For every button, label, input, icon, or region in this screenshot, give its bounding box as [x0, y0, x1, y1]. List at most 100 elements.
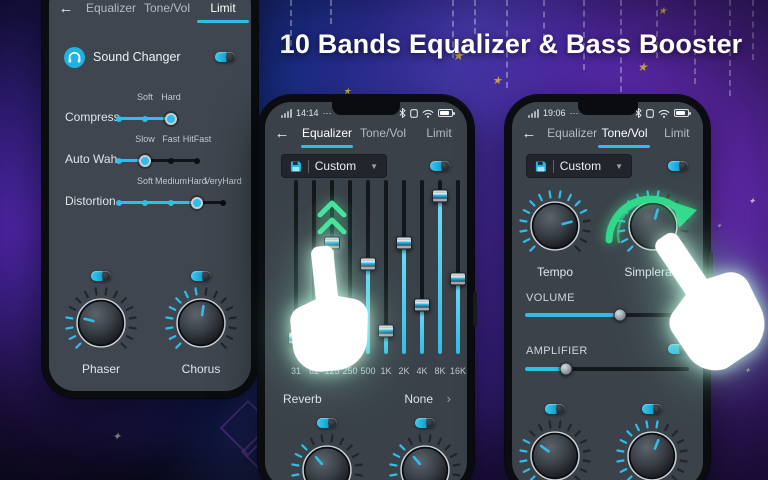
eq-slider-track[interactable] — [456, 180, 460, 354]
chevron-down-icon: ▼ — [615, 161, 623, 171]
effect-slider-handle[interactable] — [139, 154, 151, 167]
knob-dial[interactable] — [615, 188, 691, 264]
eq-slider-handle[interactable] — [432, 189, 448, 203]
eq-slider-handle[interactable] — [324, 236, 340, 250]
sparkle-star: ✦ — [716, 223, 722, 230]
signal-icon — [528, 108, 539, 118]
sound-changer-toggle[interactable] — [215, 52, 235, 62]
effect-slider-handle[interactable] — [165, 112, 177, 125]
effect-slider[interactable] — [116, 154, 200, 167]
back-icon[interactable]: ← — [274, 125, 290, 142]
knob-toggle[interactable] — [317, 418, 337, 428]
eq-slider-handle[interactable] — [342, 298, 358, 312]
signal-icon — [281, 108, 292, 118]
amplifier-toggle[interactable] — [668, 344, 688, 354]
eq-slider-handle[interactable] — [414, 298, 430, 312]
sound-changer-label: Sound Changer — [93, 50, 181, 64]
tab-equalizer[interactable]: Equalizer — [547, 126, 598, 140]
knob-dial[interactable] — [163, 285, 239, 361]
eq-slider-track[interactable] — [294, 180, 298, 354]
knob-toggle[interactable] — [415, 418, 435, 428]
volume-slider[interactable] — [525, 308, 689, 322]
tab-limit[interactable]: Limit — [195, 1, 251, 23]
tab-tone-vol[interactable]: Tone/Vol — [359, 126, 407, 140]
preset-name: Custom — [314, 159, 357, 173]
middle-clock: 14:14 — [296, 108, 319, 118]
slider-handle[interactable] — [613, 308, 627, 322]
chevron-down-icon: ▼ — [370, 161, 378, 171]
eq-slider-handle[interactable] — [396, 236, 412, 250]
back-icon[interactable]: ← — [58, 0, 74, 17]
effect-slider-fill — [119, 201, 197, 204]
effect-slider-handle[interactable] — [191, 196, 203, 209]
eq-band-label: 2K — [398, 366, 410, 376]
slider-stop — [116, 199, 122, 206]
eq-slider-track[interactable] — [384, 180, 388, 354]
tab-limit[interactable]: Limit — [426, 126, 452, 140]
tab-equalizer[interactable]: Equalizer — [85, 1, 137, 15]
back-icon[interactable]: ← — [521, 125, 537, 142]
eq-slider-handle[interactable] — [288, 331, 304, 345]
slider-stop — [142, 199, 148, 206]
side-button — [709, 252, 713, 292]
eq-band-label: 125 — [324, 366, 340, 376]
divider — [552, 159, 554, 173]
knob-dial[interactable] — [289, 432, 365, 480]
knob-chorus: Chorus — [159, 285, 243, 376]
tab-limit[interactable]: Limit — [664, 126, 690, 140]
eq-slider-handle[interactable] — [450, 272, 466, 286]
eq-slider-handle[interactable] — [378, 324, 394, 338]
nfc-icon — [410, 108, 418, 118]
slider-stop — [220, 199, 226, 206]
reverb-row[interactable]: Reverb None › — [265, 390, 467, 410]
knob-dial[interactable] — [63, 285, 139, 361]
light-string — [330, 0, 332, 24]
slider-stop — [168, 199, 174, 206]
eq-band-4K: 4K — [413, 180, 431, 376]
eq-slider-handle[interactable] — [306, 323, 322, 337]
slider-handle[interactable] — [559, 362, 573, 376]
knob-dial[interactable] — [517, 418, 593, 480]
slider-fill — [525, 367, 566, 371]
tab-equalizer[interactable]: Equalizer — [299, 126, 355, 148]
left-tab-bar: ← Equalizer Tone/Vol Limit — [49, 1, 251, 23]
knob-tempo: Tempo — [513, 188, 597, 279]
eq-slider-handle[interactable] — [360, 257, 376, 271]
eq-band-1K: 1K — [377, 180, 395, 376]
knob-label: Chorus — [181, 362, 221, 376]
amplifier-label: AMPLIFIER — [526, 345, 588, 357]
option-label: Hard — [187, 176, 207, 186]
amplifier-slider[interactable] — [525, 362, 689, 376]
effect-slider[interactable] — [116, 112, 177, 125]
slider-stop — [116, 115, 122, 122]
knob-toggle[interactable] — [642, 404, 662, 414]
sound-changer-row: Sound Changer — [49, 45, 251, 71]
option-label: Medium — [154, 176, 188, 186]
effect-label: Auto Wah — [65, 152, 118, 166]
preset-dropdown[interactable]: Custom ▼ — [281, 154, 387, 178]
right-tab-bar: ← Equalizer Tone/Vol Limit — [512, 126, 703, 148]
eq-slider-fill — [420, 305, 424, 354]
gold-star: ★ — [658, 6, 667, 17]
preset-dropdown[interactable]: Custom ▼ — [526, 154, 632, 178]
tab-tone-vol[interactable]: Tone/Vol — [598, 126, 650, 148]
eq-slider-fill — [402, 242, 406, 354]
knob-dial[interactable] — [517, 188, 593, 264]
knob-unnamed — [285, 432, 369, 480]
sparkle-star: ✦ — [744, 366, 751, 375]
eq-band-label: 1K — [380, 366, 392, 376]
knob-dial[interactable] — [387, 432, 463, 480]
knob-toggle[interactable] — [191, 271, 211, 281]
knob-toggle[interactable] — [545, 404, 565, 414]
tab-tone-vol[interactable]: Tone/Vol — [143, 1, 191, 15]
effect-slider[interactable] — [116, 196, 226, 209]
bluetooth-icon — [399, 108, 406, 118]
knob-toggle[interactable] — [91, 271, 111, 281]
equalizer-toggle[interactable] — [430, 161, 450, 171]
eq-slider-track[interactable] — [420, 180, 424, 354]
knob-dial[interactable] — [614, 418, 690, 480]
chevron-right-icon: › — [446, 391, 451, 406]
tone-toggle[interactable] — [668, 161, 688, 171]
eq-band-250: 250 — [341, 180, 359, 376]
